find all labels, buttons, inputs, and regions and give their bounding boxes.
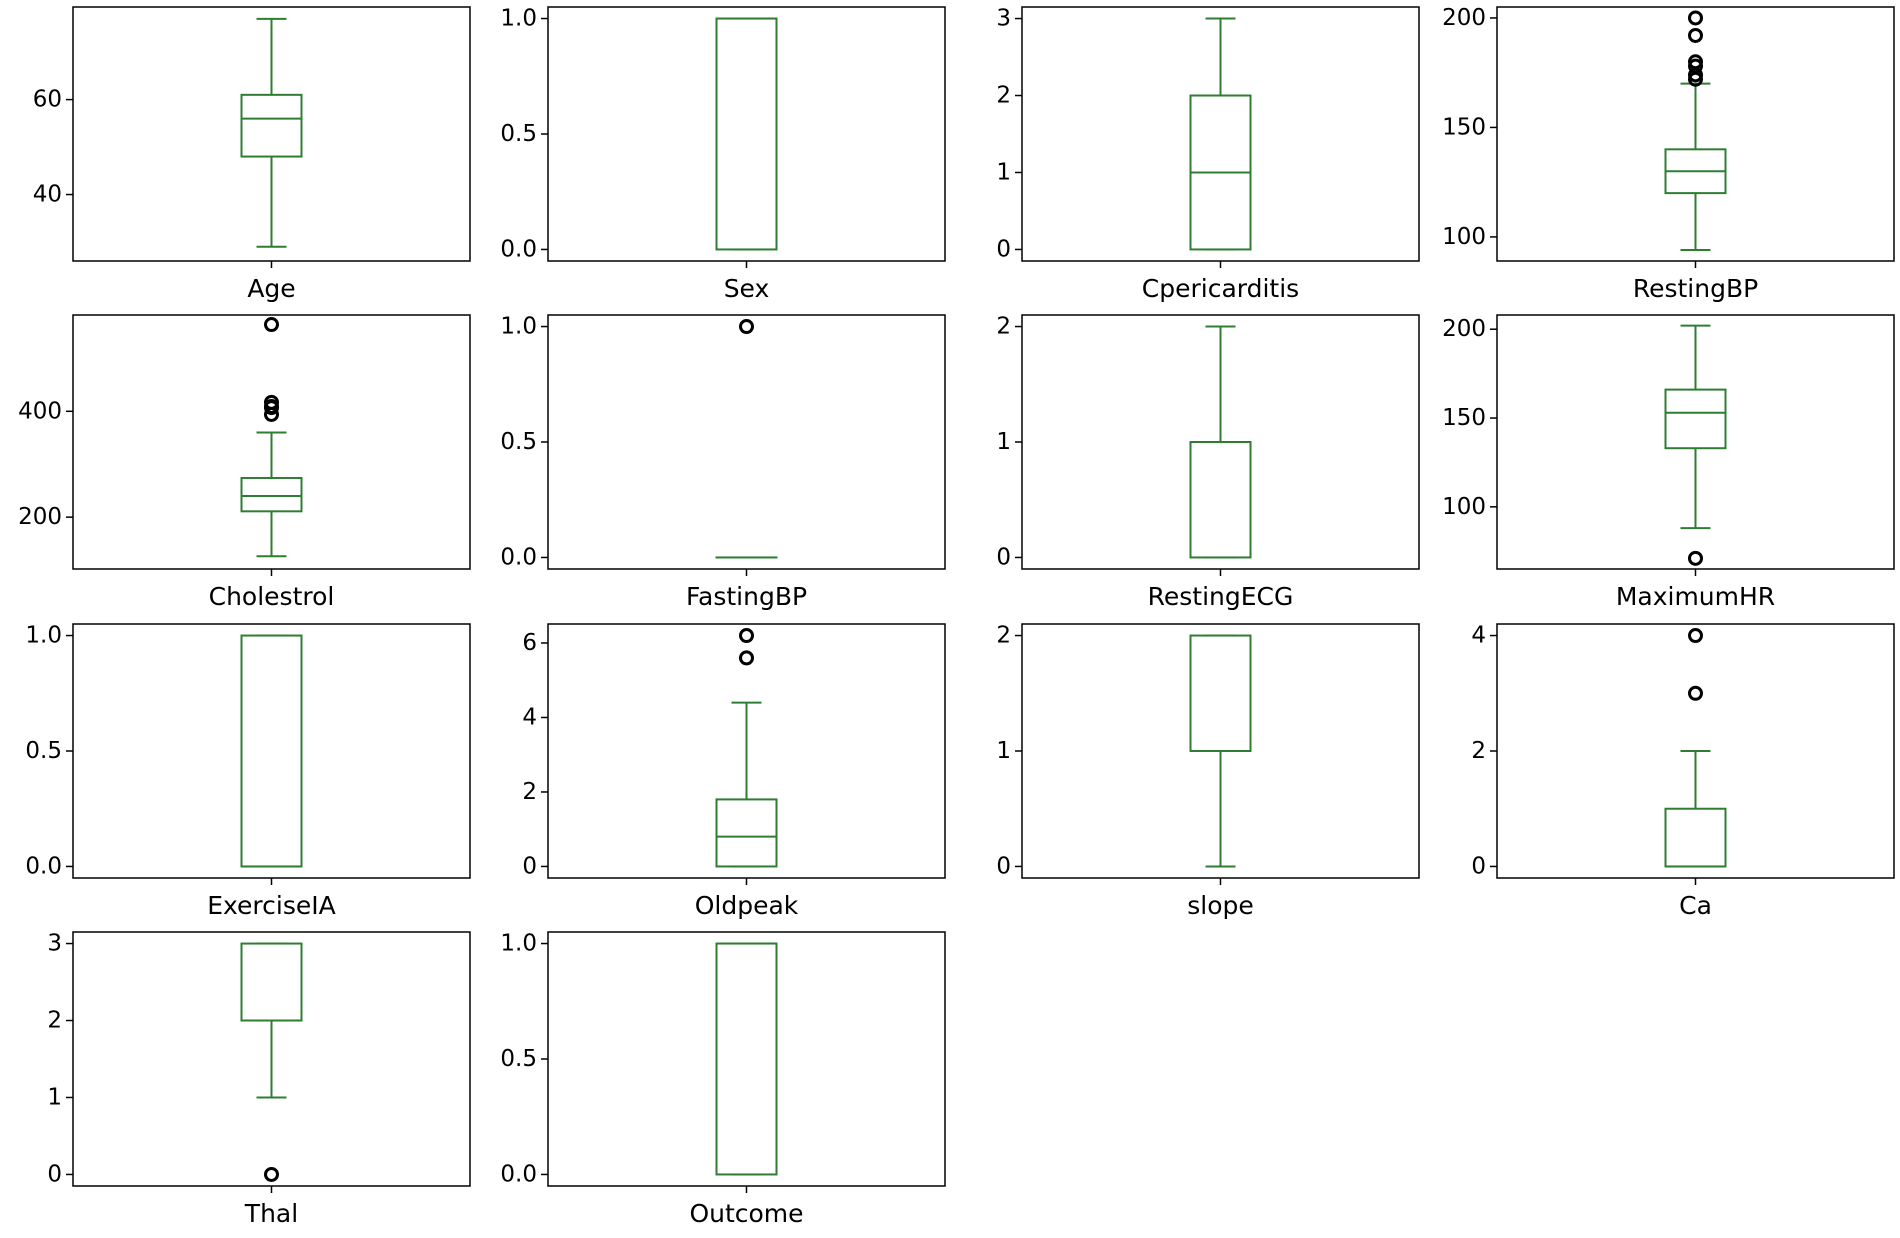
outlier-point	[1690, 687, 1702, 699]
y-tick-label: 100	[1442, 224, 1486, 250]
y-tick-label: 1.0	[500, 6, 537, 32]
y-tick-label: 0.5	[25, 738, 62, 764]
subplot-ca: 0 2 4 Ca	[1471, 623, 1894, 920]
outlier-point	[1690, 12, 1702, 24]
y-tick-label: 0.0	[500, 236, 537, 262]
y-tick-label: 1.0	[500, 931, 537, 957]
x-axis-label: RestingBP	[1633, 274, 1758, 303]
y-tick-label: 200	[1442, 316, 1486, 342]
x-axis-label: RestingECG	[1148, 582, 1294, 611]
subplot-maximumhr: 100 150 200 MaximumHR	[1442, 315, 1894, 611]
subplot-slope: 0 1 2 slope	[996, 623, 1419, 920]
y-tick-label: 0	[996, 236, 1011, 262]
x-axis-label: Thal	[244, 1199, 298, 1228]
outlier-point	[1690, 630, 1702, 642]
outlier-point	[741, 630, 753, 642]
iqr-box	[242, 478, 302, 511]
iqr-box	[1191, 442, 1251, 557]
y-tick-label: 1.0	[25, 623, 62, 649]
iqr-box	[717, 944, 777, 1175]
x-axis-label: Outcome	[689, 1199, 803, 1228]
y-tick-label: 0	[1471, 853, 1486, 879]
subplot-thal: 0 1 2 3 Thal	[47, 931, 470, 1228]
y-tick-label: 0	[522, 853, 537, 879]
y-tick-label: 200	[1442, 5, 1486, 31]
y-tick-label: 150	[1442, 405, 1486, 431]
plot-frame	[548, 932, 945, 1186]
y-tick-label: 2	[1471, 738, 1486, 764]
subplot-restingecg: 0 1 2 RestingECG	[996, 314, 1419, 611]
y-tick-label: 2	[47, 1008, 62, 1034]
iqr-box	[1666, 809, 1726, 867]
y-tick-label: 3	[47, 931, 62, 957]
y-tick-label: 0	[996, 853, 1011, 879]
iqr-box	[242, 944, 302, 1021]
y-tick-label: 400	[18, 398, 62, 424]
y-tick-label: 0.0	[25, 853, 62, 879]
y-tick-label: 2	[996, 623, 1011, 649]
x-axis-label: MaximumHR	[1616, 582, 1775, 611]
y-tick-label: 200	[18, 504, 62, 530]
subplot-fastingbp: 0.0 0.5 1.0 FastingBP	[500, 314, 945, 611]
x-axis-label: slope	[1187, 891, 1254, 920]
outlier-point	[266, 1168, 278, 1180]
iqr-box	[242, 636, 302, 867]
x-axis-label: Cpericarditis	[1142, 274, 1299, 303]
x-axis-label: Oldpeak	[695, 891, 799, 920]
y-tick-label: 2	[522, 779, 537, 805]
subplot-cholestrol: 200 400 Cholestrol	[18, 315, 470, 611]
x-axis-label: FastingBP	[686, 582, 807, 611]
y-tick-label: 0.5	[500, 429, 537, 455]
y-tick-label: 1	[996, 159, 1011, 185]
x-axis-label: Age	[247, 274, 295, 303]
y-tick-label: 4	[522, 704, 537, 730]
iqr-box	[1666, 390, 1726, 449]
y-tick-label: 0.0	[500, 1161, 537, 1187]
plot-frame	[548, 7, 945, 261]
subplot-restingbp: 100 150 200 RestingBP	[1442, 5, 1894, 303]
y-tick-label: 1	[996, 429, 1011, 455]
y-tick-label: 150	[1442, 114, 1486, 140]
y-tick-label: 40	[33, 182, 62, 208]
x-axis-label: ExerciseIA	[207, 891, 336, 920]
y-tick-label: 6	[522, 630, 537, 656]
subplot-oldpeak: 0 2 4 6 Oldpeak	[522, 624, 945, 920]
subplot-cpericarditis: 0 1 2 3 Cpericarditis	[996, 6, 1419, 303]
iqr-box	[717, 799, 777, 866]
x-axis-label: Ca	[1679, 891, 1712, 920]
y-tick-label: 1	[47, 1084, 62, 1110]
subplot-exerciseia: 0.0 0.5 1.0 ExerciseIA	[25, 623, 470, 920]
y-tick-label: 2	[996, 83, 1011, 109]
plot-frame	[73, 624, 470, 878]
y-tick-label: 60	[33, 87, 62, 113]
outlier-point	[1690, 29, 1702, 41]
y-tick-label: 1	[996, 738, 1011, 764]
y-tick-label: 0	[996, 544, 1011, 570]
x-axis-label: Cholestrol	[209, 582, 335, 611]
outlier-point	[1690, 552, 1702, 564]
subplot-outcome: 0.0 0.5 1.0 Outcome	[500, 931, 945, 1228]
subplot-age: 40 60 Age	[33, 7, 470, 303]
y-tick-label: 3	[996, 6, 1011, 32]
subplot-sex: 0.0 0.5 1.0 Sex	[500, 6, 945, 303]
y-tick-label: 0	[47, 1161, 62, 1187]
y-tick-label: 0.5	[500, 1046, 537, 1072]
x-axis-label: Sex	[724, 274, 770, 303]
y-tick-label: 0.5	[500, 121, 537, 147]
iqr-box	[242, 95, 302, 157]
iqr-box	[1191, 636, 1251, 751]
y-tick-label: 2	[996, 314, 1011, 340]
iqr-box	[717, 19, 777, 250]
y-tick-label: 0.0	[500, 544, 537, 570]
plot-frame	[548, 315, 945, 569]
outlier-point	[741, 652, 753, 664]
outlier-point	[741, 321, 753, 333]
y-tick-label: 1.0	[500, 314, 537, 340]
outlier-point	[266, 319, 278, 331]
y-tick-label: 4	[1471, 623, 1486, 649]
y-tick-label: 100	[1442, 494, 1486, 520]
